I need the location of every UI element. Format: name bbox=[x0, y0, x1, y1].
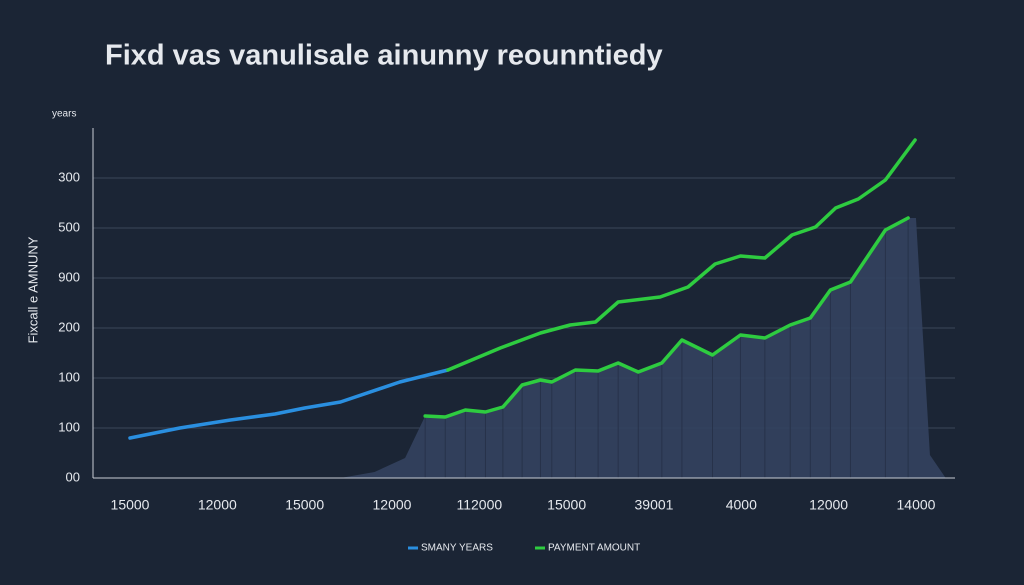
line-series bbox=[446, 138, 917, 372]
y-tick-label: 100 bbox=[58, 369, 80, 384]
chart-title: Fixd vas vanulisale ainunny reounntiedy bbox=[105, 40, 663, 72]
x-tick-label: 112000 bbox=[456, 497, 502, 513]
y-axis-top-label: years bbox=[52, 109, 76, 120]
line-series bbox=[128, 368, 450, 440]
x-tick-label: 4000 bbox=[726, 497, 757, 513]
x-tick-label: 15000 bbox=[111, 497, 150, 513]
x-tick-label: 12000 bbox=[373, 497, 412, 513]
x-tick-label: 15000 bbox=[285, 497, 324, 513]
y-tick-label: 300 bbox=[58, 169, 80, 184]
legend-label: SMANY YEARS bbox=[421, 543, 493, 554]
y-tick-label: 200 bbox=[58, 319, 80, 334]
x-tick-label: 15000 bbox=[547, 497, 586, 513]
y-axis-label: Fixcall e AMNUNY bbox=[25, 236, 40, 343]
grid bbox=[93, 177, 955, 429]
legend-label: PAYMENT AMOUNT bbox=[548, 543, 640, 554]
plot-area bbox=[128, 138, 946, 478]
x-tick-label: 12000 bbox=[198, 497, 237, 513]
x-tick-label: 39001 bbox=[635, 497, 674, 513]
x-tick-label: 12000 bbox=[809, 497, 848, 513]
y-tick-label: 100 bbox=[58, 419, 80, 434]
line-series bbox=[423, 216, 910, 419]
y-tick-label: 00 bbox=[66, 469, 80, 484]
legend: SMANY YEARS PAYMENT AMOUNT bbox=[408, 543, 640, 554]
labels: 00 100 100 200 900 500 300 15000 12000 15000 12000… bbox=[58, 169, 935, 512]
x-tick-label: 14000 bbox=[897, 497, 936, 513]
y-tick-label: 500 bbox=[58, 219, 80, 234]
area bbox=[340, 218, 946, 478]
y-tick-label: 900 bbox=[58, 269, 80, 284]
